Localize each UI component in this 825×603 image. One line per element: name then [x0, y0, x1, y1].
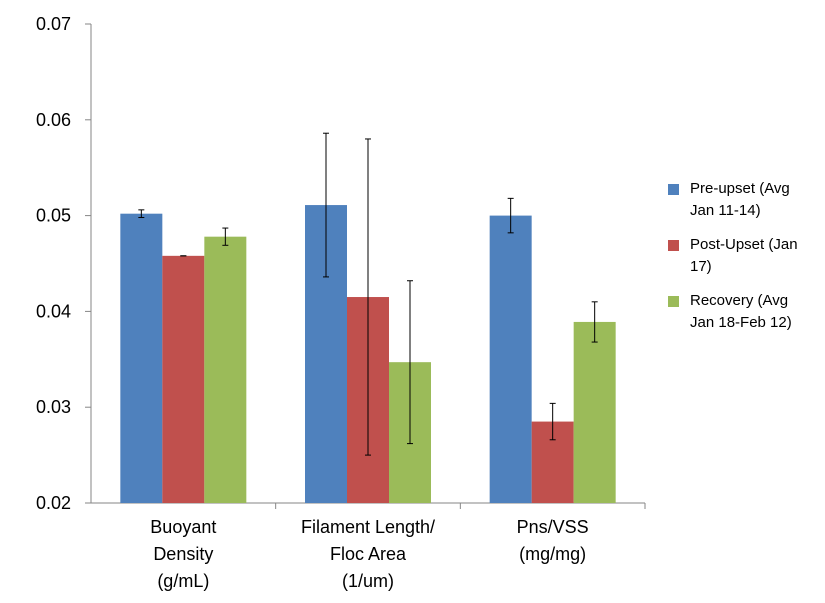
legend-item: Pre-upset (Avg Jan 11-14) [668, 178, 825, 222]
bar [120, 213, 163, 503]
y-tick-label: 0.07 [36, 14, 71, 34]
legend-item: Recovery (Avg Jan 18-Feb 12) [668, 290, 825, 334]
legend-swatch [668, 296, 679, 307]
category-label: (g/mL) [157, 571, 209, 591]
legend-label: Post-Upset (Jan [690, 236, 798, 253]
y-tick-label: 0.03 [36, 397, 71, 417]
legend-item: Post-Upset (Jan 17) [668, 234, 825, 278]
legend-label: Jan 18-Feb 12) [690, 314, 792, 331]
category-label: (1/um) [342, 571, 394, 591]
category-label: Density [153, 544, 213, 564]
bar [162, 255, 205, 503]
legend-label: Recovery (Avg [690, 292, 789, 309]
category-label: (mg/mg) [519, 544, 586, 564]
category-label: Pns/VSS [517, 517, 589, 537]
bar [204, 236, 247, 503]
category-label: Filament Length/ [301, 517, 435, 537]
plot-area: 0.02 0.03 0.04 0.05 0.06 0.07 Buoyant Density (g… [36, 14, 646, 591]
legend-label: Pre-upset (Avg [690, 180, 790, 197]
bar [489, 215, 532, 503]
legend-label: Jan 11-14) [690, 202, 761, 219]
y-tick-label: 0.04 [36, 301, 71, 321]
legend-swatch [668, 184, 679, 195]
y-tick-label: 0.06 [36, 110, 71, 130]
y-tick-label: 0.02 [36, 493, 71, 513]
category-label: Buoyant [150, 517, 216, 537]
y-tick-label: 0.05 [36, 206, 71, 226]
legend-label: 17) [690, 258, 712, 275]
legend-swatch [668, 240, 679, 251]
legend: Pre-upset (Avg Jan 11-14) Post-Upset (Jan 1… [668, 178, 825, 346]
category-label: Floc Area [330, 544, 407, 564]
bar [573, 321, 616, 503]
